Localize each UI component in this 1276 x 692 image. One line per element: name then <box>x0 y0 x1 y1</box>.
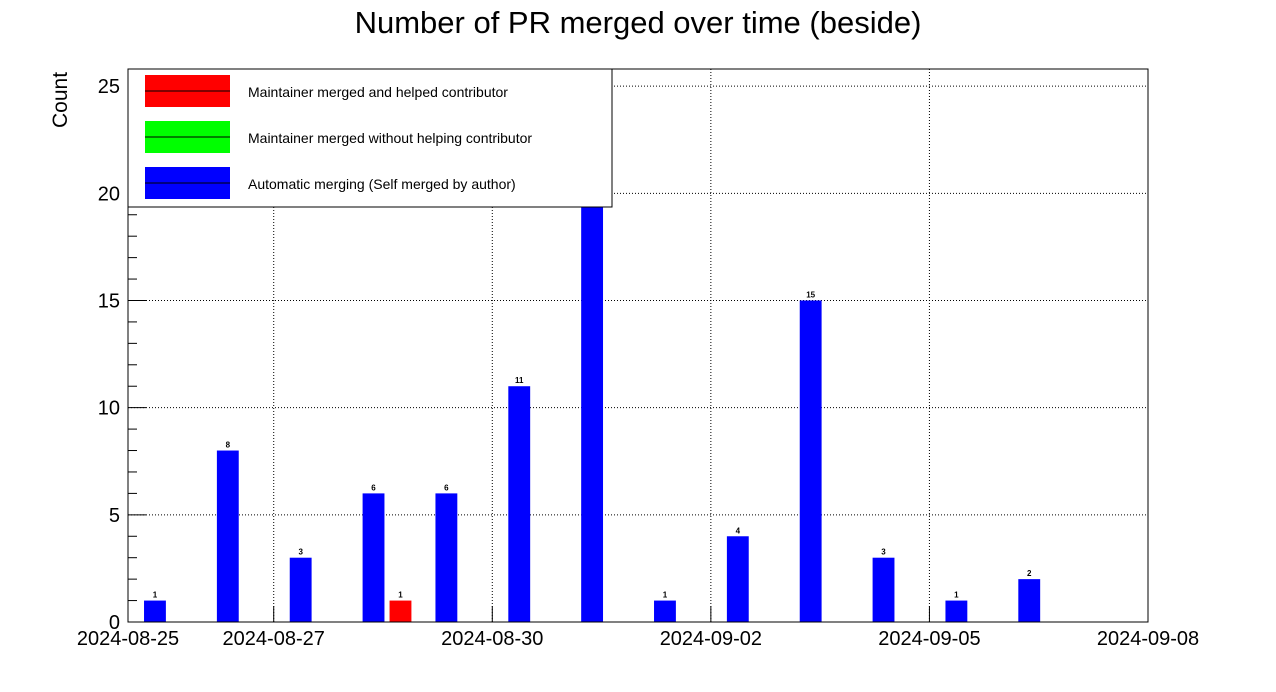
bar <box>289 557 312 622</box>
y-axis: 0 5 10 15 20 25 <box>98 76 146 634</box>
bar-value-label: 6 <box>444 483 449 492</box>
bar <box>726 536 749 622</box>
bar-value-label: 11 <box>515 376 524 385</box>
bar-value-label: 1 <box>954 591 959 600</box>
x-tick-label: 2024-09-02 <box>660 628 762 650</box>
bar <box>508 386 531 622</box>
legend-label: Maintainer merged without helping contri… <box>248 130 532 146</box>
x-tick-label: 2024-09-05 <box>878 628 980 650</box>
bar-value-label: 1 <box>153 591 158 600</box>
y-tick-label: 10 <box>98 398 120 420</box>
x-tick-label: 2024-08-27 <box>223 628 325 650</box>
x-tick-label: 2024-09-08 <box>1097 628 1199 650</box>
y-tick-label: 25 <box>98 76 120 98</box>
bar-value-label: 4 <box>736 526 741 535</box>
y-tick-label: 20 <box>98 183 120 205</box>
chart-title: Number of PR merged over time (beside) <box>355 5 922 40</box>
bar <box>1018 579 1041 622</box>
bars: 18316611201415312 <box>144 183 1041 623</box>
bar <box>799 300 822 622</box>
bar-value-label: 6 <box>371 483 376 492</box>
x-tick-label: 2024-08-25 <box>77 628 179 650</box>
bar-value-label: 15 <box>806 290 815 299</box>
bar <box>216 450 239 622</box>
bar <box>872 557 895 622</box>
bar-value-label: 8 <box>226 441 231 450</box>
grid <box>128 69 1148 622</box>
bar-value-label: 1 <box>663 591 668 600</box>
legend-label: Automatic merging (Self merged by author… <box>248 176 516 192</box>
bar <box>435 493 458 622</box>
bar-value-label: 2 <box>1027 569 1032 578</box>
bar <box>389 600 412 622</box>
bar <box>144 600 166 622</box>
x-tick-label: 2024-08-30 <box>441 628 543 650</box>
y-tick-label: 0 <box>109 612 120 634</box>
y-axis-label: Count <box>49 72 72 128</box>
legend-label: Maintainer merged and helped contributor <box>248 84 508 100</box>
plot-border <box>127 68 1149 623</box>
y-tick-label: 5 <box>109 505 120 527</box>
x-axis: 2024-08-25 2024-08-27 2024-08-30 2024-09-02… <box>77 606 1199 650</box>
bar <box>362 493 385 622</box>
bar-value-label: 3 <box>298 548 303 557</box>
legend: Maintainer merged and helped contributor… <box>127 68 613 208</box>
bar-value-label: 1 <box>398 591 403 600</box>
bar-value-label: 3 <box>881 548 886 557</box>
bar <box>654 600 676 622</box>
y-tick-label: 15 <box>98 290 120 312</box>
bar <box>945 600 968 622</box>
bar <box>581 193 604 623</box>
